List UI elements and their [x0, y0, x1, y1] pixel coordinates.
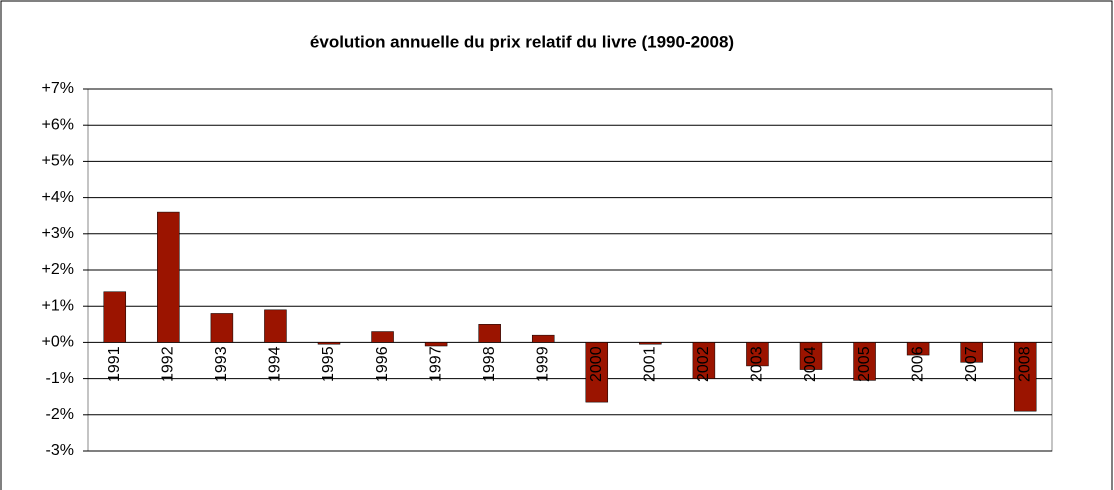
y-tick-label: +0%	[42, 334, 74, 351]
y-tick-label: -1%	[46, 370, 74, 387]
bar	[210, 313, 234, 343]
bar	[103, 291, 127, 343]
chart-title: évolution annuelle du prix relatif du li…	[310, 32, 734, 51]
x-tick-label: 2006	[909, 346, 926, 382]
bar	[317, 342, 341, 345]
x-tick-label: 2000	[588, 346, 605, 382]
bar	[799, 342, 823, 370]
y-tick-label: +4%	[42, 189, 74, 206]
y-tick-label: +7%	[42, 80, 74, 97]
x-tick-label: 2007	[963, 346, 980, 382]
bar	[585, 342, 609, 403]
bar	[371, 331, 394, 343]
bar	[906, 342, 930, 356]
x-tick-label: 2003	[749, 346, 766, 382]
bar	[746, 342, 769, 367]
x-tick-label: 1992	[160, 346, 177, 382]
bar	[853, 342, 876, 381]
bar	[692, 342, 716, 379]
y-tick-label: +6%	[42, 116, 74, 133]
x-tick-label: 1994	[267, 346, 284, 382]
y-tick-label: -3%	[46, 442, 74, 459]
bar	[264, 309, 287, 343]
x-tick-label: 1997	[427, 346, 444, 382]
x-tick-label: 1991	[106, 346, 123, 382]
x-tick-label: 2002	[695, 346, 712, 382]
bar	[157, 211, 180, 343]
y-tick-label: +2%	[42, 261, 74, 278]
bar	[639, 342, 662, 345]
x-tick-label: 2008	[1016, 346, 1033, 382]
x-tick-label: 1993	[213, 346, 230, 382]
bar	[1013, 342, 1037, 412]
y-tick-label: -2%	[46, 406, 74, 423]
y-tick-label: +5%	[42, 153, 74, 170]
x-tick-label: 2005	[856, 346, 873, 382]
bar	[960, 342, 983, 363]
bar	[424, 342, 448, 347]
x-tick-label: 2004	[802, 346, 819, 382]
x-tick-label: 1995	[320, 346, 337, 382]
bar	[478, 324, 501, 343]
x-tick-label: 1996	[374, 346, 391, 382]
y-tick-label: +3%	[42, 225, 74, 242]
y-tick-label: +1%	[42, 297, 74, 314]
x-tick-label: 1999	[534, 346, 551, 382]
bar	[531, 334, 555, 343]
x-tick-label: 1998	[481, 346, 498, 382]
x-tick-label: 2001	[642, 346, 659, 382]
